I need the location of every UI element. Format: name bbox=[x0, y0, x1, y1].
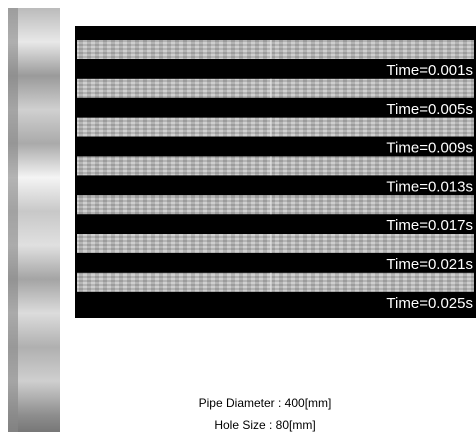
time-label: Time=0.001s bbox=[386, 62, 473, 79]
time-label: Time=0.009s bbox=[386, 140, 473, 157]
pipe-strip bbox=[77, 234, 474, 253]
caption-line: Hole Size : 80[mm] bbox=[120, 418, 410, 432]
pipe-strip bbox=[77, 273, 474, 292]
time-label: Time=0.013s bbox=[386, 178, 473, 195]
pipe-strip bbox=[77, 79, 474, 98]
time-label: Time=0.025s bbox=[386, 295, 473, 312]
color-bar-edge bbox=[8, 8, 18, 432]
time-label: Time=0.005s bbox=[386, 101, 473, 118]
pipe-strip bbox=[77, 156, 474, 175]
time-label: Time=0.017s bbox=[386, 217, 473, 234]
simulation-panel: Time=0.001s Time=0.005s Time=0.009s Time=0.… bbox=[75, 26, 476, 318]
figure: Time=0.001s Time=0.005s Time=0.009s Time=0.… bbox=[0, 0, 476, 438]
pipe-strip bbox=[77, 195, 474, 214]
pipe-strip bbox=[77, 40, 474, 59]
pipe-strip bbox=[77, 118, 474, 137]
time-label: Time=0.021s bbox=[386, 256, 473, 273]
caption-line: Pipe Diameter : 400[mm] bbox=[120, 396, 410, 410]
